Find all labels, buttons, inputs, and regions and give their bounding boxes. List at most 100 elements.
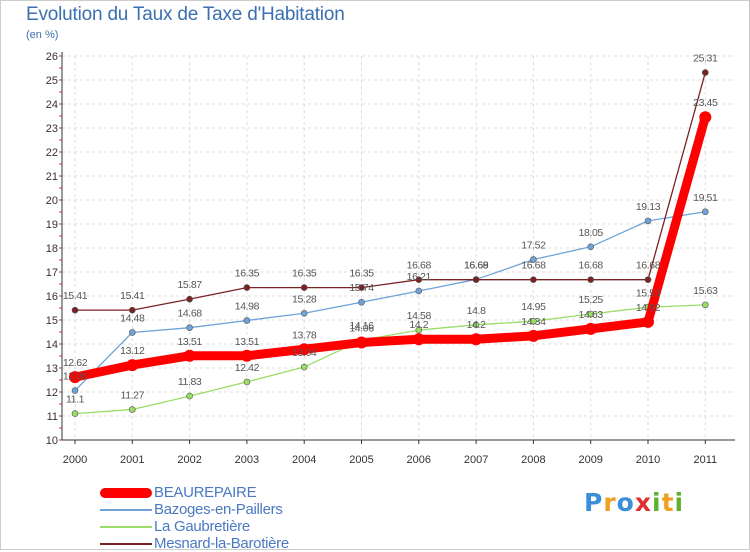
logo-letter: x bbox=[634, 488, 652, 517]
y-tick-label: 11 bbox=[47, 411, 58, 423]
data-label: 14.68 bbox=[177, 308, 202, 320]
data-label: 15.63 bbox=[693, 285, 718, 297]
data-label: 13.78 bbox=[292, 329, 317, 341]
x-tick-label: 2009 bbox=[578, 454, 602, 466]
data-label: 14.98 bbox=[235, 300, 260, 312]
data-label: 16.68 bbox=[521, 260, 546, 272]
data-label: 12.62 bbox=[63, 357, 88, 369]
data-point bbox=[129, 306, 136, 314]
x-tick-label: 2011 bbox=[693, 454, 717, 466]
logo-letter: t bbox=[661, 488, 675, 517]
data-label: 14.34 bbox=[521, 316, 546, 328]
data-label: 14.06 bbox=[349, 323, 374, 335]
data-point bbox=[183, 349, 196, 362]
data-label: 14.2 bbox=[467, 319, 486, 331]
x-tick-label: 2010 bbox=[636, 454, 660, 466]
x-tick-label: 2006 bbox=[407, 454, 431, 466]
data-label: 16.35 bbox=[292, 268, 317, 280]
data-label: 16.21 bbox=[407, 271, 432, 283]
data-label: 14.16 bbox=[349, 320, 374, 332]
data-point bbox=[530, 317, 537, 325]
data-label: 15.41 bbox=[120, 290, 145, 302]
y-tick-label: 25 bbox=[46, 75, 58, 87]
y-tick-label: 14 bbox=[46, 339, 58, 351]
y-tick-label: 18 bbox=[46, 243, 58, 255]
data-point bbox=[71, 410, 79, 417]
data-label: 16.69 bbox=[464, 259, 489, 271]
data-point bbox=[298, 343, 311, 356]
logo-letter: i bbox=[674, 488, 685, 517]
x-tick-label: 2001 bbox=[120, 454, 144, 466]
data-label: 14.48 bbox=[120, 312, 145, 324]
series-line bbox=[74, 211, 706, 392]
data-label: 14.8 bbox=[467, 305, 486, 317]
data-point bbox=[701, 301, 709, 309]
x-tick-label: 2002 bbox=[177, 454, 201, 466]
x-tick-label: 2004 bbox=[292, 454, 316, 466]
legend: BEAUREPAIRE Bazoges-en-Paillers La Gaubr… bbox=[100, 484, 289, 552]
data-point bbox=[415, 326, 423, 334]
data-point bbox=[240, 349, 253, 362]
y-tick-label: 10 bbox=[46, 435, 58, 447]
data-label: 13.04 bbox=[292, 347, 317, 359]
data-label: 16.68 bbox=[407, 260, 432, 272]
chart-title: Evolution du Taux de Taxe d'Habitation bbox=[26, 4, 345, 25]
y-tick-label: 21 bbox=[46, 171, 58, 183]
data-point bbox=[472, 276, 480, 283]
data-label: 19.13 bbox=[636, 201, 661, 213]
legend-item-mesnard-la-barotiere: Mesnard-la-Barotière bbox=[100, 535, 289, 552]
data-point bbox=[186, 324, 193, 331]
y-tick-label: 13 bbox=[46, 363, 58, 375]
logo-letter: i bbox=[652, 488, 662, 517]
data-label: 23.45 bbox=[693, 97, 718, 109]
data-point bbox=[587, 310, 595, 318]
data-label: 15.41 bbox=[63, 290, 88, 302]
data-label: 15.87 bbox=[177, 279, 202, 291]
data-point bbox=[69, 371, 81, 384]
data-label: 15.25 bbox=[579, 294, 604, 306]
data-point bbox=[71, 306, 79, 314]
data-label: 17.52 bbox=[521, 240, 546, 252]
data-label: 11.1 bbox=[66, 394, 85, 406]
y-tick-label: 23 bbox=[46, 123, 58, 135]
data-label: 15.28 bbox=[292, 293, 317, 305]
proxiti-logo: Proxiti bbox=[584, 488, 684, 517]
data-label: 12.42 bbox=[235, 362, 260, 374]
data-point bbox=[358, 298, 365, 306]
data-label: 16.35 bbox=[349, 268, 374, 280]
data-label: 13.12 bbox=[120, 345, 145, 357]
data-point bbox=[642, 315, 654, 328]
data-point bbox=[699, 111, 712, 124]
legend-swatch bbox=[100, 525, 152, 528]
legend-swatch bbox=[100, 508, 152, 511]
data-point bbox=[530, 256, 537, 263]
data-point bbox=[126, 359, 139, 372]
data-point bbox=[701, 208, 709, 216]
data-point bbox=[644, 276, 652, 283]
data-label: 14.92 bbox=[636, 302, 661, 314]
legend-item-bazoges-en-paillers: Bazoges-en-Paillers bbox=[100, 501, 289, 518]
data-label: 15.74 bbox=[349, 282, 374, 294]
data-point bbox=[412, 333, 425, 346]
data-label: 14.63 bbox=[579, 309, 604, 321]
data-label: 14.2 bbox=[409, 319, 428, 331]
series-line bbox=[70, 112, 710, 382]
data-label: 18.05 bbox=[579, 227, 604, 239]
data-label: 14.95 bbox=[521, 301, 546, 313]
data-point bbox=[243, 317, 251, 324]
legend-label: Mesnard-la-Barotière bbox=[154, 535, 289, 552]
data-label: 16.68 bbox=[636, 260, 661, 272]
x-tick-label: 2000 bbox=[63, 454, 87, 466]
data-point bbox=[243, 284, 251, 291]
legend-swatch bbox=[100, 542, 152, 545]
data-label: 19.51 bbox=[693, 192, 718, 204]
legend-item-beaurepaire: BEAUREPAIRE bbox=[100, 484, 289, 501]
data-point bbox=[243, 378, 251, 386]
data-label: 12.06 bbox=[63, 371, 88, 383]
legend-label: La Gaubretière bbox=[154, 518, 250, 535]
data-label: 13.51 bbox=[235, 336, 260, 348]
data-point bbox=[300, 284, 308, 291]
y-tick-label: 20 bbox=[46, 195, 58, 207]
y-tick-label: 26 bbox=[46, 51, 58, 63]
